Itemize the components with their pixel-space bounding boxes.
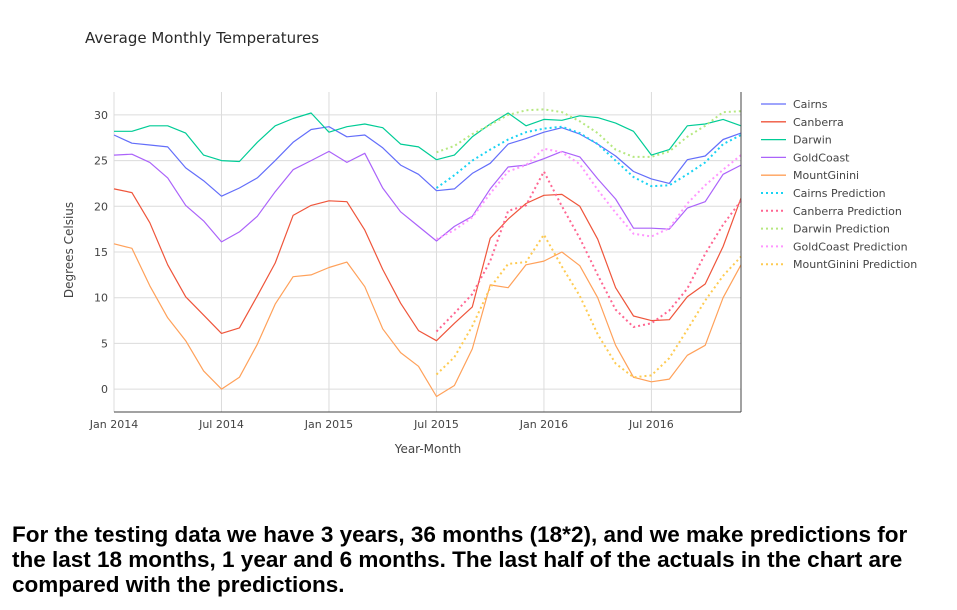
series-line-mountginini xyxy=(113,243,742,398)
x-tick-label: Jul 2014 xyxy=(198,418,244,431)
legend-item-goldcoast-prediction[interactable]: GoldCoast Prediction xyxy=(761,240,908,253)
series-line-darwin-prediction xyxy=(436,108,742,158)
y-tick-label: 30 xyxy=(94,109,108,122)
legend-label: Cairns Prediction xyxy=(793,187,886,200)
y-tick-label: 5 xyxy=(101,337,108,350)
y-tick-label: 10 xyxy=(94,292,108,305)
series-line-canberra xyxy=(113,188,742,342)
x-tick-label: Jul 2016 xyxy=(628,418,674,431)
axes: 0 5 10 15 20 25 30 Jan 2014 Jul 2014 Jan 2015 Jul … xyxy=(89,92,742,431)
chart-title: Average Monthly Temperatures xyxy=(85,29,319,47)
legend-label: GoldCoast Prediction xyxy=(793,240,908,253)
grid xyxy=(113,92,741,412)
legend-item-goldcoast[interactable]: GoldCoast xyxy=(761,151,850,164)
legend[interactable]: Cairns Canberra Darwin GoldCoast MountGinini… xyxy=(761,98,917,271)
y-tick-label: 15 xyxy=(94,246,108,259)
legend-item-darwin[interactable]: Darwin xyxy=(761,134,832,147)
y-tick-label: 20 xyxy=(94,200,108,213)
series-line-canberra-prediction xyxy=(435,170,742,333)
legend-label: Cairns xyxy=(793,98,828,111)
legend-label: Darwin xyxy=(793,134,832,147)
y-tick-label: 0 xyxy=(101,383,108,396)
legend-item-canberra-prediction[interactable]: Canberra Prediction xyxy=(761,205,902,218)
legend-item-mountginini[interactable]: MountGinini xyxy=(761,169,859,182)
legend-label: Canberra xyxy=(793,116,844,129)
x-tick-label: Jan 2016 xyxy=(519,418,568,431)
legend-label: MountGinini xyxy=(793,169,859,182)
x-tick-label: Jan 2015 xyxy=(304,418,353,431)
series-line-darwin xyxy=(114,112,742,163)
plot-area xyxy=(113,108,742,398)
legend-item-cairns[interactable]: Cairns xyxy=(761,98,828,111)
y-tick-label: 25 xyxy=(94,155,108,168)
caption-text: For the testing data we have 3 years, 36… xyxy=(12,522,908,597)
x-tick-label: Jul 2015 xyxy=(413,418,459,431)
legend-label: MountGinini Prediction xyxy=(793,258,917,271)
series-line-goldcoast xyxy=(113,150,742,243)
series-line-cairns xyxy=(113,126,742,197)
legend-label: GoldCoast xyxy=(793,151,850,164)
legend-item-cairns-prediction[interactable]: Cairns Prediction xyxy=(761,187,886,200)
temperature-chart: Average Monthly Temperatures 0 5 10 15 20 25 3… xyxy=(62,29,917,456)
legend-label: Darwin Prediction xyxy=(793,223,890,236)
x-axis-label: Year-Month xyxy=(394,442,462,456)
series-line-goldcoast-prediction xyxy=(436,147,742,241)
series-line-cairns-prediction xyxy=(435,125,742,189)
legend-label: Canberra Prediction xyxy=(793,205,902,218)
legend-item-darwin-prediction[interactable]: Darwin Prediction xyxy=(761,223,890,236)
series-line-mountginini-prediction xyxy=(435,233,742,379)
x-tick-label: Jan 2014 xyxy=(89,418,138,431)
legend-item-mountginini-prediction[interactable]: MountGinini Prediction xyxy=(761,258,917,271)
y-axis-label: Degrees Celsius xyxy=(62,202,76,298)
legend-item-canberra[interactable]: Canberra xyxy=(761,116,844,129)
